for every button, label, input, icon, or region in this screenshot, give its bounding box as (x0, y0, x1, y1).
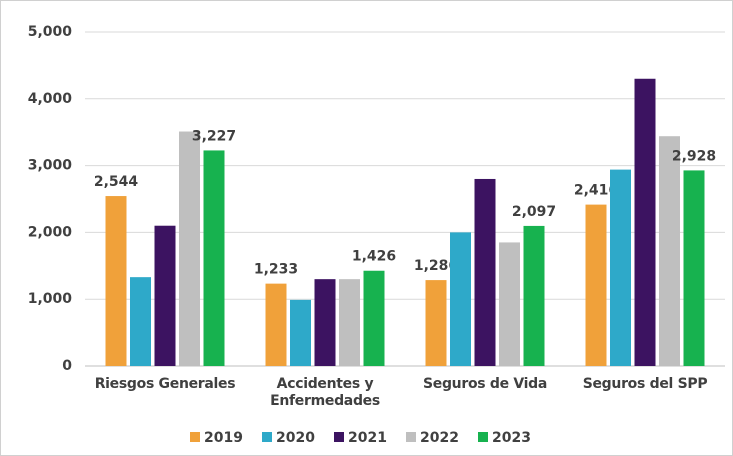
x-tick-label: Riesgos Generales (94, 376, 236, 392)
legend-swatch (262, 432, 272, 442)
bar (105, 196, 127, 366)
bar (130, 277, 151, 366)
y-tick-label: 4,000 (28, 91, 73, 107)
bar (659, 136, 680, 366)
data-label: 2,928 (672, 148, 716, 164)
bar (610, 169, 631, 366)
legend-swatch (406, 432, 416, 442)
bar (363, 270, 385, 366)
x-tick-label: Seguros del SPP (582, 376, 708, 392)
bar (179, 131, 200, 366)
bar (265, 283, 287, 366)
bar (523, 225, 545, 366)
data-label: 1,286 (414, 258, 458, 274)
legend-label: 2023 (492, 430, 531, 446)
legend-label: 2020 (276, 430, 315, 446)
bar (203, 150, 225, 366)
data-label: 1,233 (254, 262, 298, 278)
bar (450, 232, 471, 366)
legend-swatch (334, 432, 344, 442)
bar (499, 242, 520, 366)
legend-swatch (190, 432, 200, 442)
y-tick-label: 5,000 (28, 24, 73, 40)
bar (425, 280, 447, 366)
x-tick-label: Seguros de Vida (422, 376, 548, 392)
bar (339, 279, 360, 366)
legend-label: 2019 (204, 430, 243, 446)
bar (634, 78, 656, 366)
x-tick-label: Accidentes y Enfermedades (270, 376, 380, 409)
legend-label: 2022 (420, 430, 459, 446)
bar (474, 178, 496, 366)
y-tick-label: 2,000 (28, 224, 73, 240)
bar (154, 225, 176, 366)
bar (585, 204, 607, 366)
data-label: 3,227 (192, 128, 236, 144)
data-label: 2,097 (512, 204, 556, 220)
data-label: 1,426 (352, 249, 396, 265)
legend-swatch (478, 432, 488, 442)
data-label: 2,544 (94, 174, 139, 190)
bar (290, 299, 311, 366)
legend-label: 2021 (348, 430, 387, 446)
data-label: 2,416 (574, 183, 618, 199)
bar (314, 279, 336, 366)
y-tick-label: 3,000 (28, 158, 73, 174)
y-tick-label: 1,000 (28, 291, 73, 307)
y-tick-label: 0 (62, 358, 72, 374)
bar (683, 170, 705, 366)
